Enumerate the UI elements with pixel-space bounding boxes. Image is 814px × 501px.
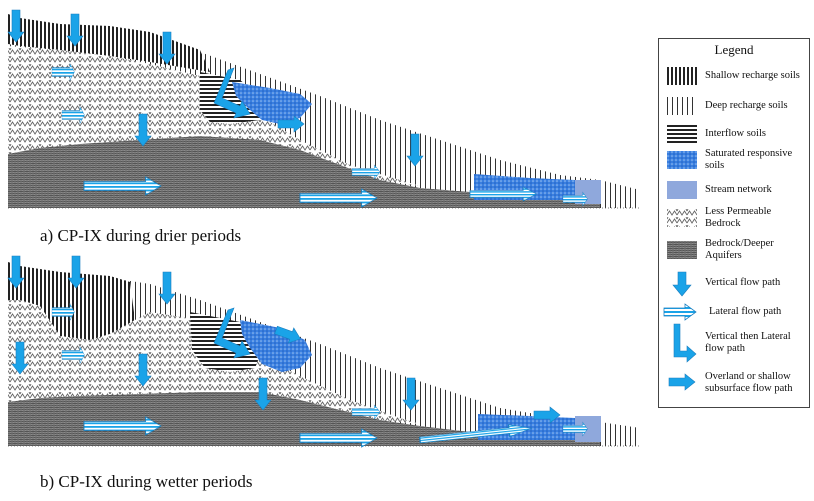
legend-item-shallow: Shallow recharge soils <box>659 63 809 97</box>
shallow-recharge-layer <box>8 262 135 340</box>
interflow-layer <box>200 72 265 124</box>
shallow-recharge-layer <box>8 14 210 72</box>
bedrock-layer <box>8 136 600 208</box>
legend-item-lateral: Lateral flow path <box>659 299 809 333</box>
vertical-flow-arrow-icon <box>672 271 692 297</box>
saturated-soils-valley <box>478 414 575 440</box>
vertical-then-lateral-arrow-icon <box>673 323 697 363</box>
bedrock-layer <box>8 392 600 446</box>
saturated-swatch <box>667 151 697 169</box>
panel-b-cross-section <box>7 255 640 448</box>
legend-label: Overland or shallow subsurface flow path <box>705 371 793 394</box>
legend-label: Saturated responsive soils <box>705 148 793 171</box>
legend-item-lessperm: Less Permeable Bedrock <box>659 203 809 237</box>
legend-item-stream: Stream network <box>659 177 809 211</box>
legend-label: Shallow recharge soils <box>705 70 800 81</box>
interflow-swatch <box>667 125 697 143</box>
legend: Legend Shallow recharge soils Deep recha… <box>658 38 810 408</box>
bedrock-swatch <box>667 241 697 259</box>
caption-drier: a) CP-IX during drier periods <box>40 226 242 245</box>
legend-item-saturated: Saturated responsive soils <box>659 145 809 179</box>
stream-swatch <box>667 181 697 199</box>
overland-flow-arrow-icon <box>668 373 696 391</box>
legend-title: Legend <box>714 42 754 57</box>
legend-label: Bedrock/Deeper Aquifers <box>705 238 774 261</box>
caption-wetter: b) CP-IX during wetter periods <box>40 472 253 491</box>
deep-recharge-swatch <box>667 97 697 115</box>
saturated-soils-zone <box>232 82 312 124</box>
less-permeable-swatch <box>667 209 697 227</box>
legend-label: Interflow soils <box>705 128 766 139</box>
legend-label: Deep recharge soils <box>705 100 788 111</box>
legend-label: Vertical then Lateral flow path <box>705 331 791 354</box>
legend-item-bedrock: Bedrock/Deeper Aquifers <box>659 235 809 269</box>
legend-item-deep: Deep recharge soils <box>659 93 809 127</box>
legend-item-vertlat: Vertical then Lateral flow path <box>659 323 809 363</box>
shallow-recharge-swatch <box>667 67 697 85</box>
legend-item-overland: Overland or shallow subsurface flow path <box>659 369 809 403</box>
legend-label: Less Permeable Bedrock <box>705 206 772 229</box>
legend-label: Vertical flow path <box>705 277 781 288</box>
legend-item-interflow: Interflow soils <box>659 121 809 155</box>
panel-a-cross-section <box>7 9 640 209</box>
lateral-flow-arrow-icon <box>663 303 697 321</box>
legend-label: Stream network <box>705 184 772 195</box>
legend-item-vertical: Vertical flow path <box>659 271 809 305</box>
saturated-soils-zone <box>240 320 312 372</box>
legend-label: Lateral flow path <box>709 306 782 317</box>
